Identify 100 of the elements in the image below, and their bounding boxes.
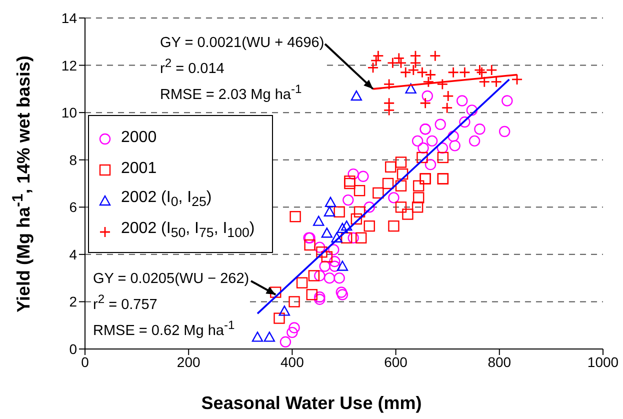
point (324, 196, 336, 208)
point (290, 211, 301, 222)
point (286, 326, 298, 338)
point (316, 246, 328, 258)
point (395, 202, 407, 213)
point (382, 178, 394, 190)
point (252, 332, 264, 342)
point (412, 135, 424, 147)
point (344, 176, 356, 187)
point (388, 192, 400, 204)
point (336, 289, 348, 300)
point (270, 286, 282, 298)
legend-label: 2001 (121, 160, 157, 178)
point (331, 232, 342, 242)
y-tick-label: 0 (69, 340, 78, 357)
point (308, 270, 320, 282)
point (388, 220, 400, 232)
point (264, 332, 276, 342)
point (350, 213, 362, 225)
point (342, 194, 354, 206)
point (498, 126, 510, 138)
point (314, 242, 326, 253)
point (459, 116, 470, 128)
legend-label: 2002 (I$_{0}$, I$_{25}$) (121, 189, 212, 210)
point (422, 90, 433, 102)
x-tick-label: 1000 (587, 354, 619, 370)
point (395, 180, 407, 192)
point (385, 161, 396, 173)
point (336, 286, 348, 298)
point (334, 272, 345, 284)
point (372, 187, 384, 199)
point (319, 260, 330, 272)
legend-label: 2002 (I$_{50}$, I$_{75}$, I$_{100}$) (121, 220, 255, 241)
point (412, 202, 424, 213)
annotation: GY = 0.0021(WU + 4696) r$^{2}$ = 0.014 RMSE = 2.03 Mg ha$^{-1}$ (160, 33, 324, 105)
point (395, 156, 407, 168)
point (288, 296, 300, 308)
point (474, 124, 486, 135)
point (426, 135, 438, 147)
point (402, 208, 414, 220)
point (328, 244, 340, 256)
point (274, 312, 285, 324)
point (340, 220, 352, 231)
point (324, 206, 336, 216)
annotation: GY = 0.0205(WU − 262) r$^{2}$ = 0.757 RMSE = 0.62 Mg ha$^{-1}$ (93, 269, 250, 341)
point (424, 158, 436, 170)
point (437, 152, 449, 164)
point (354, 206, 366, 218)
point (334, 206, 345, 218)
point (336, 222, 348, 234)
point (354, 184, 366, 196)
point (436, 142, 448, 154)
point (348, 232, 359, 244)
point (306, 289, 318, 300)
y-tick-label: 8 (69, 152, 78, 168)
x-tick-label: 600 (384, 354, 408, 370)
point (288, 322, 300, 334)
point (364, 220, 375, 232)
point (336, 260, 348, 271)
x-tick-label: 200 (176, 354, 200, 370)
y-tick-label: 14 (61, 10, 78, 26)
point (358, 170, 369, 182)
point (278, 306, 290, 316)
point (314, 294, 326, 305)
point (412, 180, 424, 192)
point (355, 232, 367, 244)
y-tick-label: 10 (61, 104, 78, 121)
y-tick-label: 6 (69, 199, 78, 216)
point (364, 202, 375, 213)
point (329, 260, 340, 272)
point (329, 256, 340, 268)
point (456, 95, 468, 106)
point (434, 118, 446, 130)
point (313, 216, 324, 226)
point (344, 178, 356, 190)
point (296, 277, 308, 288)
point (396, 168, 408, 180)
point (304, 239, 316, 251)
point (321, 228, 333, 238)
x-tick-label: 800 (488, 354, 512, 370)
point (314, 270, 326, 282)
point (418, 142, 429, 154)
point (350, 90, 362, 101)
point (314, 291, 326, 303)
point (348, 168, 359, 180)
point (466, 104, 478, 116)
point (449, 140, 460, 152)
x-tick-label: 400 (280, 354, 304, 370)
point (448, 130, 459, 142)
point (324, 272, 336, 284)
point (321, 251, 333, 262)
point (468, 135, 480, 147)
y-tick-label: 4 (69, 246, 78, 262)
point (502, 95, 513, 106)
point (416, 152, 428, 164)
point (280, 336, 292, 348)
x-tick-label: 0 (81, 354, 90, 370)
x-axis-title: Seasonal Water Use (mm) (200, 393, 423, 414)
legend-label: 2000 (121, 128, 157, 146)
point (412, 192, 424, 204)
